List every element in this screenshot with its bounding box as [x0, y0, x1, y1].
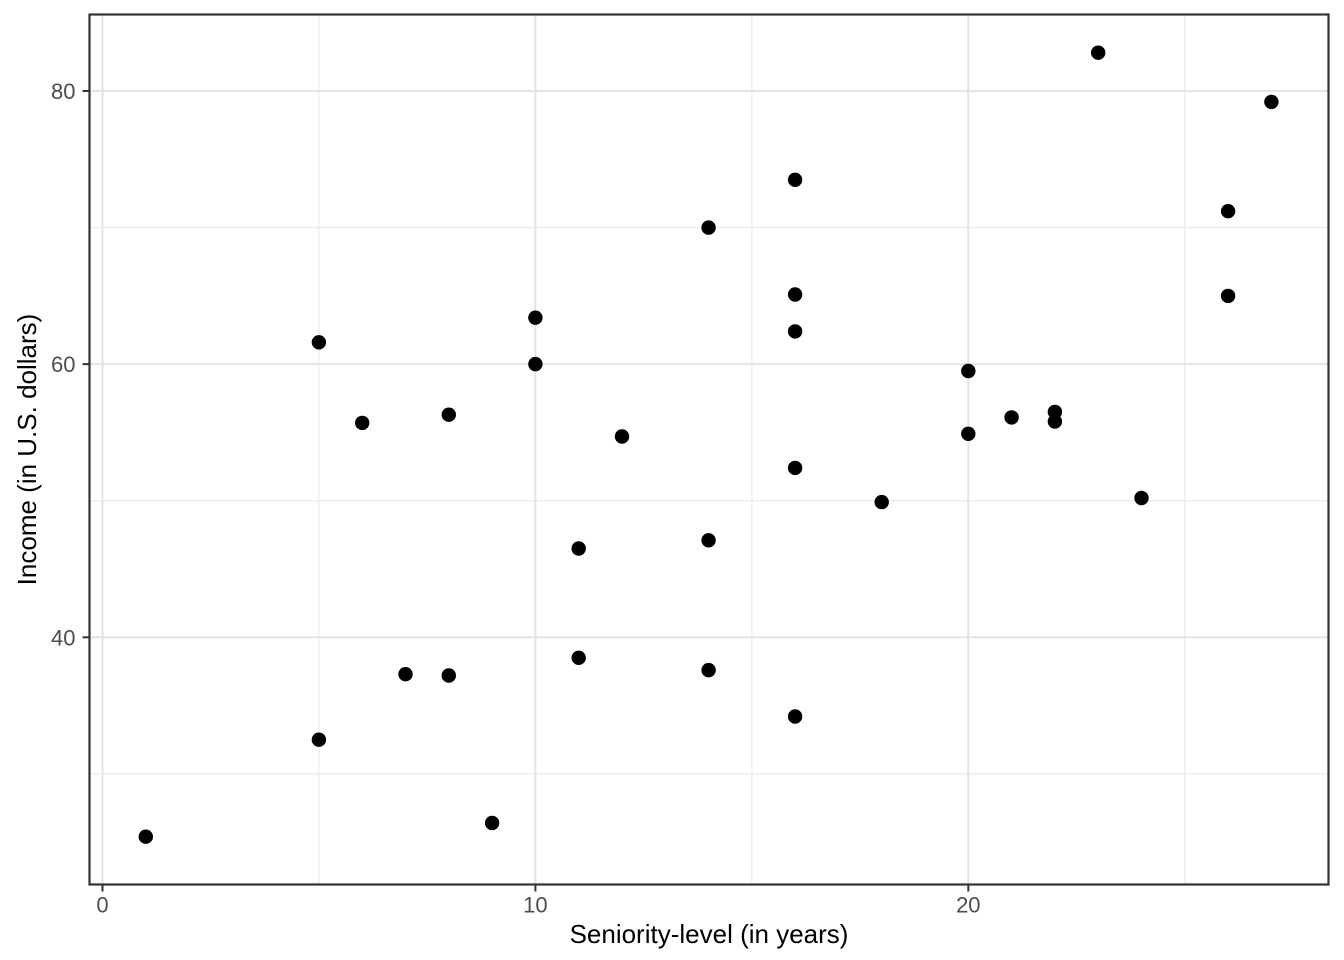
y-axis-tick-label: 80 — [51, 79, 75, 104]
data-point — [961, 426, 976, 441]
data-point — [701, 533, 716, 548]
data-point — [874, 494, 889, 510]
minor-gridlines — [89, 14, 1329, 885]
data-point — [961, 363, 976, 379]
data-point — [1004, 410, 1019, 425]
data-point — [398, 667, 413, 682]
data-point — [787, 172, 803, 187]
data-points — [138, 45, 1279, 844]
data-point — [528, 310, 543, 325]
data-point — [787, 460, 803, 476]
data-point — [614, 429, 630, 444]
x-axis-title: Seniority-level (in years) — [570, 919, 849, 949]
panel-border-rect — [88, 13, 1330, 886]
data-point — [701, 220, 716, 235]
y-axis-tick-label: 60 — [51, 352, 75, 377]
data-point — [1264, 94, 1279, 110]
panel-border — [88, 13, 1330, 886]
data-point — [138, 829, 153, 844]
y-axis-title: Income (in U.S. dollars) — [12, 314, 42, 586]
data-point — [1220, 288, 1236, 304]
data-point — [571, 541, 586, 556]
y-axis-tick-label: 40 — [51, 625, 75, 650]
axis-tick-labels: 0 10 20 40 60 80 — [51, 79, 981, 918]
data-point — [355, 415, 370, 431]
x-axis-tick-label: 20 — [956, 893, 980, 918]
x-axis-tick-label: 10 — [523, 893, 547, 918]
data-point — [311, 335, 327, 350]
data-point — [1220, 204, 1236, 219]
data-point — [787, 324, 803, 339]
data-point — [441, 407, 456, 422]
data-point — [441, 668, 456, 683]
major-gridlines — [89, 14, 1329, 885]
axis-ticks — [82, 89, 970, 892]
data-point — [1047, 404, 1063, 420]
data-point — [571, 650, 586, 665]
data-point — [1091, 45, 1106, 60]
data-point — [701, 662, 716, 678]
data-point — [787, 287, 803, 302]
data-point — [311, 732, 327, 747]
data-point — [1134, 490, 1149, 506]
data-point — [484, 815, 500, 831]
data-point — [528, 356, 543, 372]
data-point — [787, 709, 803, 724]
x-axis-tick-label: 0 — [96, 893, 108, 918]
